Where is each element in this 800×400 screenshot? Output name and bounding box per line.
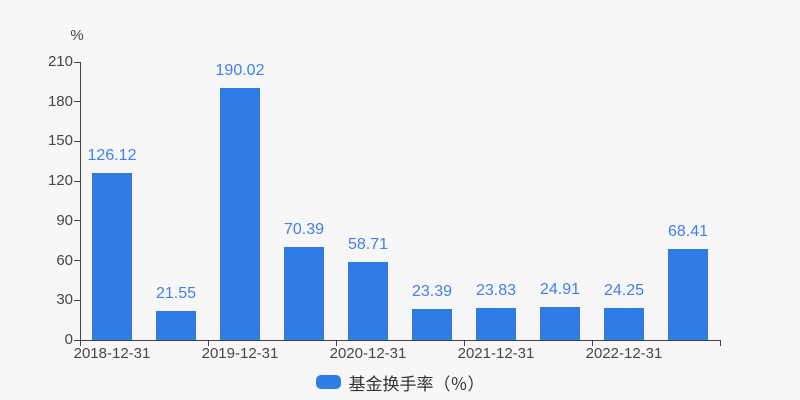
bar-value-label-6: 23.83 xyxy=(475,282,517,299)
y-axis-tick-label: 210 xyxy=(47,53,73,70)
bar-2[interactable] xyxy=(220,88,260,340)
y-axis-unit-label: % xyxy=(70,27,84,44)
bar-value-label-5: 23.39 xyxy=(411,283,453,300)
legend-item[interactable]: 基金换手率（％） xyxy=(0,372,800,394)
y-axis-tick-mark xyxy=(74,339,80,341)
x-axis-tick-mark xyxy=(80,341,81,346)
y-axis-tick-label: 60 xyxy=(56,251,73,269)
y-axis-tick-label: 150 xyxy=(47,132,73,150)
bar-8[interactable] xyxy=(604,308,644,340)
x-axis-line xyxy=(80,340,721,341)
y-axis-tick-label: 180 xyxy=(47,92,73,110)
legend-label: 基金换手率（％） xyxy=(348,374,485,394)
y-axis-tick-label: 90 xyxy=(56,211,73,229)
bar-value-label-2: 190.02 xyxy=(215,62,265,79)
bar-value-label-4: 58.71 xyxy=(347,236,389,253)
x-axis-tick-label: 2021-12-31 xyxy=(457,345,535,362)
x-axis-tick-label: 2018-12-31 xyxy=(73,345,151,362)
y-axis-tick-mark xyxy=(74,220,80,222)
y-axis-tick-mark xyxy=(74,140,80,142)
bar-5[interactable] xyxy=(412,309,452,340)
y-axis-tick-mark xyxy=(74,180,80,182)
legend-marker-icon xyxy=(315,375,341,389)
y-axis-tick-label: 30 xyxy=(56,291,73,309)
x-axis-tick-label: 2020-12-31 xyxy=(329,345,407,362)
y-axis-tick-mark xyxy=(74,260,80,262)
y-axis-tick-mark xyxy=(74,299,80,301)
x-axis-tick-label: 2019-12-31 xyxy=(201,345,279,362)
bar-value-label-9: 68.41 xyxy=(667,223,709,240)
y-axis-tick-mark xyxy=(74,61,80,63)
bar-9[interactable] xyxy=(668,249,708,340)
y-axis-line xyxy=(80,62,81,340)
x-axis-tick-mark xyxy=(720,341,721,346)
bar-4[interactable] xyxy=(348,262,388,340)
bar-3[interactable] xyxy=(284,247,324,340)
y-axis-tick-label: 0 xyxy=(64,331,73,348)
bar-value-label-8: 24.25 xyxy=(603,282,645,299)
bar-7[interactable] xyxy=(540,307,580,340)
bar-value-label-0: 126.12 xyxy=(87,147,137,164)
y-axis-tick-mark xyxy=(74,101,80,103)
x-axis-tick-mark xyxy=(592,341,593,346)
bar-value-label-1: 21.55 xyxy=(155,285,197,302)
bar-0[interactable] xyxy=(92,173,132,340)
bar-value-label-3: 70.39 xyxy=(283,221,325,238)
y-axis-tick-label: 120 xyxy=(47,172,73,190)
bar-1[interactable] xyxy=(156,311,196,340)
x-axis-tick-mark xyxy=(336,341,337,346)
x-axis-tick-label: 2022-12-31 xyxy=(585,345,663,362)
bar-value-label-7: 24.91 xyxy=(539,281,581,298)
bar-6[interactable] xyxy=(476,308,516,340)
x-axis-tick-mark xyxy=(464,341,465,346)
x-axis-tick-mark xyxy=(208,341,209,346)
